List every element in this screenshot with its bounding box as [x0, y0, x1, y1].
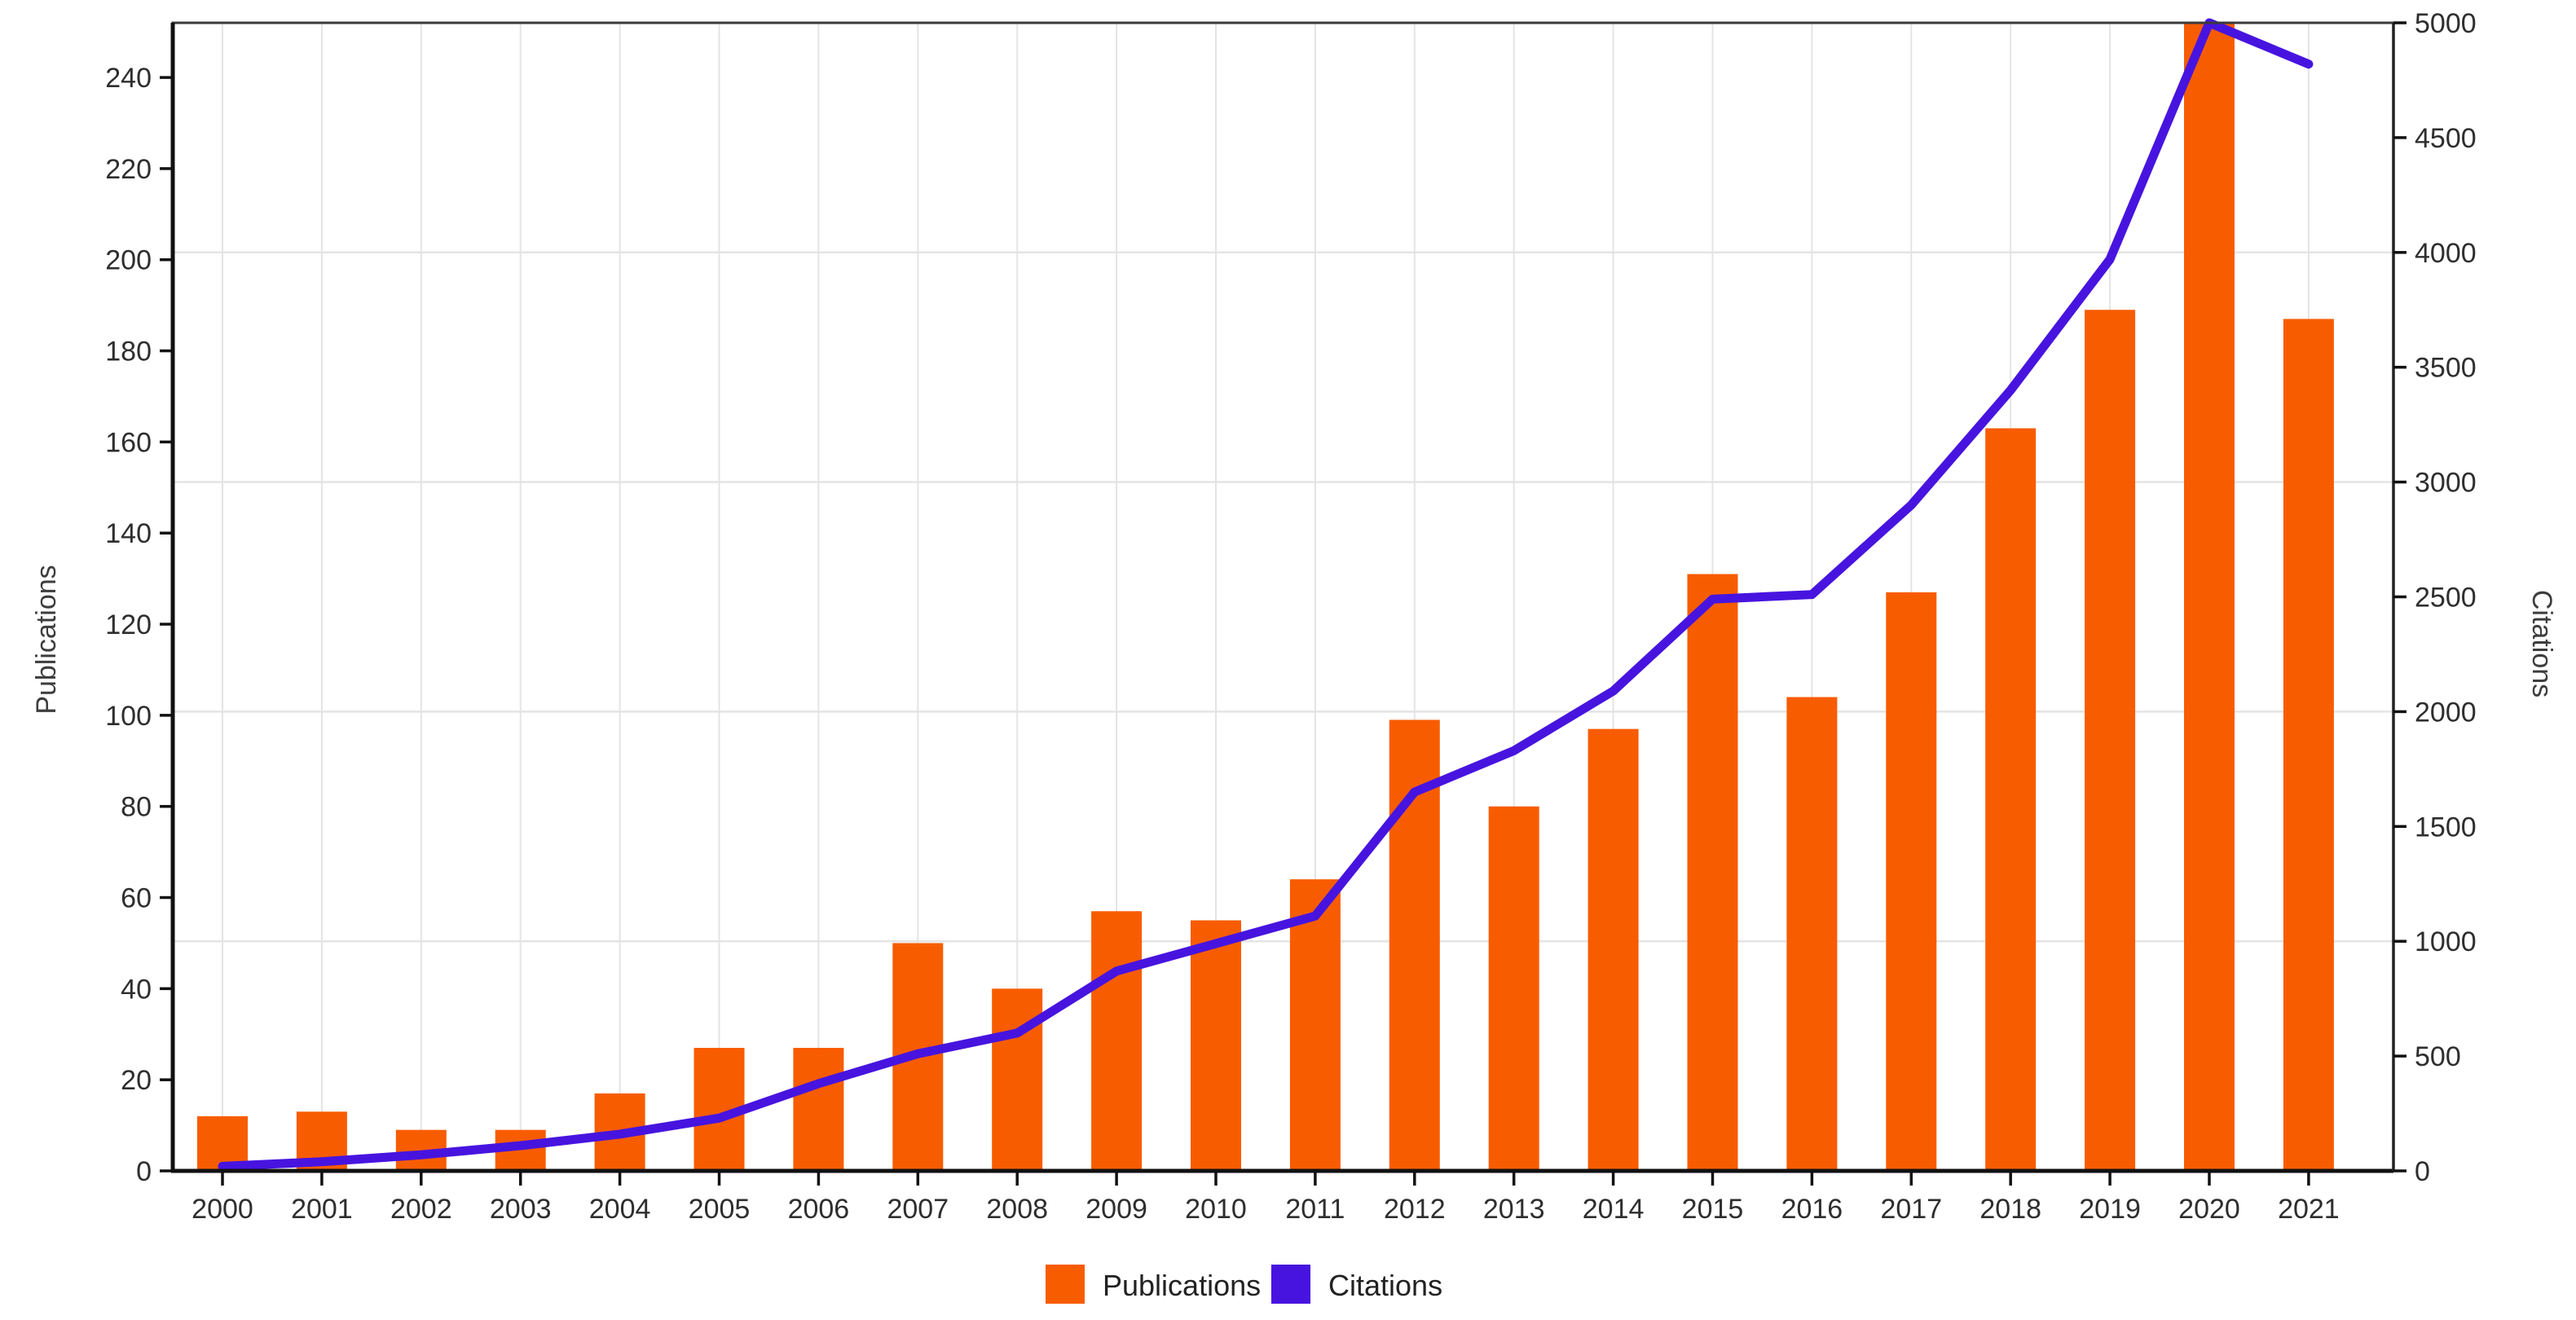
year-label-2014: 2014	[1583, 1194, 1645, 1225]
legend-swatch-citations	[1271, 1265, 1310, 1304]
year-label-2003: 2003	[490, 1194, 552, 1225]
plot-frame	[171, 21, 2395, 1173]
year-label-2008: 2008	[986, 1194, 1048, 1225]
right-tick-label-3000: 3000	[2415, 468, 2477, 499]
year-label-2019: 2019	[2079, 1194, 2141, 1225]
right-tick-label-1500: 1500	[2415, 812, 2477, 843]
right-tick-label-5000: 5000	[2415, 8, 2477, 39]
right-tick-label-0: 0	[2415, 1156, 2430, 1187]
bar-2020	[2184, 23, 2235, 1171]
bar-2008	[992, 988, 1043, 1171]
right-axis-title: Citations	[2526, 590, 2557, 697]
left-tick-label-140: 140	[105, 518, 152, 549]
right-tick-label-500: 500	[2415, 1041, 2461, 1072]
bars-group	[197, 23, 2334, 1171]
bar-2006	[793, 1048, 844, 1171]
year-label-2021: 2021	[2278, 1194, 2340, 1225]
year-label-2013: 2013	[1483, 1194, 1545, 1225]
year-label-2012: 2012	[1384, 1194, 1446, 1225]
bar-2015	[1687, 574, 1738, 1171]
year-label-2020: 2020	[2178, 1194, 2240, 1225]
left-tick-label-160: 160	[105, 427, 152, 458]
chart-legend: Publications Citations	[1046, 1265, 1442, 1304]
left-tick-label-220: 220	[105, 154, 152, 185]
left-tick-label-200: 200	[105, 245, 152, 276]
right-tick-label-4500: 4500	[2415, 123, 2477, 154]
bar-2018	[1985, 428, 2037, 1171]
left-tick-label-20: 20	[121, 1065, 152, 1096]
year-label-2015: 2015	[1682, 1194, 1744, 1225]
right-tick-label-3500: 3500	[2415, 353, 2477, 384]
right-tick-label-2000: 2000	[2415, 697, 2477, 728]
year-label-2000: 2000	[192, 1194, 253, 1225]
left-tick-label-100: 100	[105, 701, 152, 732]
legend-label-citations: Citations	[1328, 1269, 1442, 1302]
year-label-2016: 2016	[1781, 1194, 1843, 1225]
left-tick-label-180: 180	[105, 337, 152, 367]
year-label-2004: 2004	[589, 1194, 651, 1225]
bar-2010	[1191, 920, 1241, 1171]
bar-2011	[1289, 879, 1341, 1171]
left-axis-title: Publications	[31, 565, 62, 714]
plot-area: 0 20 40 60 80 100 120 140 160 180 200 220 240 0 500 100…	[105, 8, 2476, 1225]
right-tick-label-2500: 2500	[2415, 583, 2477, 614]
bar-2017	[1886, 592, 1937, 1171]
bar-2021	[2283, 319, 2334, 1171]
bar-2014	[1587, 728, 1639, 1171]
year-label-2018: 2018	[1979, 1194, 2041, 1225]
year-label-2017: 2017	[1880, 1194, 1942, 1225]
year-label-2011: 2011	[1285, 1194, 1345, 1225]
bar-2009	[1091, 911, 1143, 1171]
left-tick-label-60: 60	[121, 883, 152, 914]
citations-line	[218, 18, 2314, 1171]
legend-label-publications: Publications	[1103, 1269, 1261, 1302]
year-label-2007: 2007	[887, 1194, 949, 1225]
year-label-2009: 2009	[1085, 1194, 1147, 1225]
year-label-2002: 2002	[390, 1194, 452, 1225]
bar-2019	[2085, 310, 2136, 1171]
left-tick-label-80: 80	[121, 792, 152, 823]
right-tick-label-1000: 1000	[2415, 926, 2477, 957]
bar-2016	[1786, 697, 1838, 1171]
year-label-2010: 2010	[1185, 1194, 1247, 1225]
year-label-2001: 2001	[291, 1194, 353, 1225]
left-tick-label-0: 0	[136, 1156, 152, 1187]
legend-swatch-publications	[1046, 1265, 1085, 1304]
year-label-2006: 2006	[788, 1194, 850, 1225]
bar-2013	[1488, 806, 1539, 1171]
right-tick-label-4000: 4000	[2415, 238, 2477, 269]
left-tick-label-120: 120	[105, 609, 152, 640]
left-tick-label-40: 40	[121, 974, 152, 1005]
year-label-2005: 2005	[689, 1194, 751, 1225]
left-tick-label-240: 240	[105, 63, 152, 94]
